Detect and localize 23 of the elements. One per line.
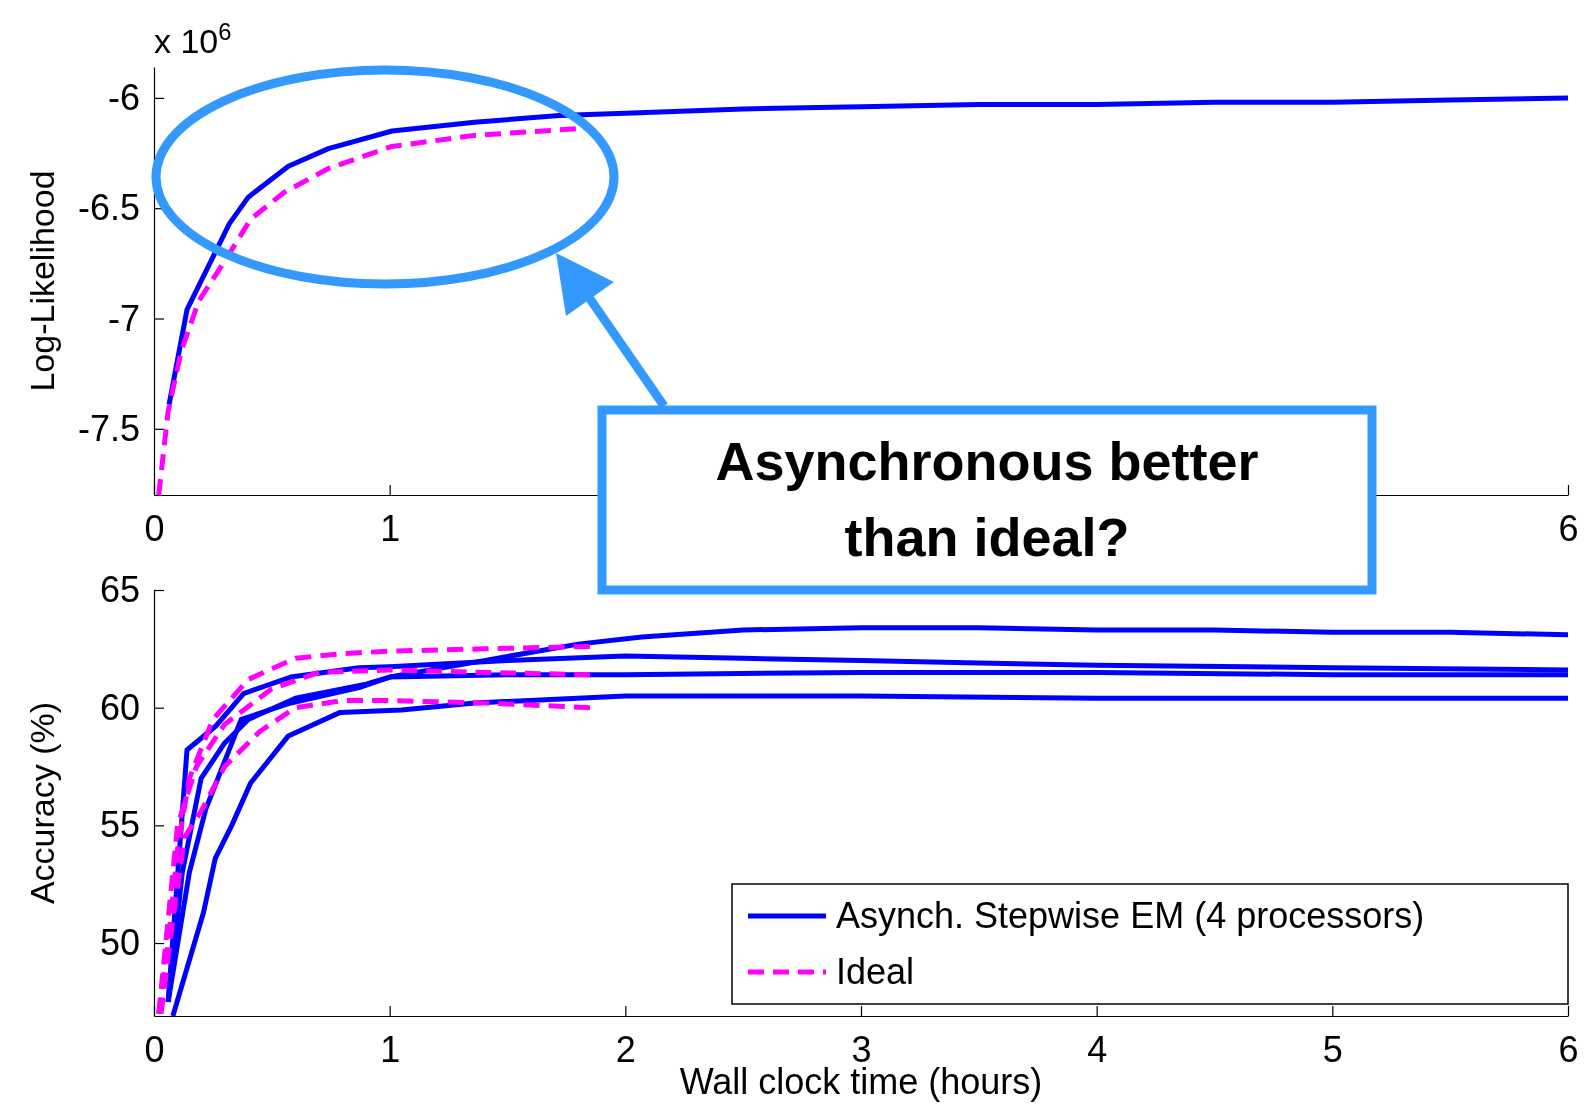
y-tick-label: -7.5 <box>77 407 140 449</box>
y-axis-title: Log-Likelihood <box>23 170 61 392</box>
x-tick-label: 0 <box>144 1029 165 1071</box>
x-tick-label: 6 <box>1558 1029 1579 1071</box>
legend-label: Ideal <box>836 951 915 992</box>
y-tick-label: 55 <box>99 804 140 846</box>
text: x 10$^{6}$ <box>154 17 232 60</box>
x-tick-label: 0 <box>144 508 165 550</box>
legend-label: Asynch. Stepwise EM (4 processors) <box>836 895 1425 936</box>
y-tick-label: -6.5 <box>77 187 140 229</box>
y-tick-label: 65 <box>99 569 140 611</box>
x-tick-label: 2 <box>615 1029 636 1071</box>
y-tick-label: -6 <box>107 76 140 118</box>
x-tick-label: 6 <box>1558 508 1579 550</box>
x-tick-label: 4 <box>1087 1029 1108 1071</box>
x-tick-label: 5 <box>1322 1029 1343 1071</box>
x-tick-label: 1 <box>380 508 401 550</box>
y-tick-label: -7 <box>107 297 140 339</box>
x-tick-label: 1 <box>380 1029 401 1071</box>
y-tick-label: 60 <box>99 686 140 728</box>
y-axis-title: Accuracy (%) <box>23 701 61 905</box>
annotation: Asynchronous better than ideal? <box>715 431 1259 567</box>
y-tick-label: 50 <box>99 922 140 964</box>
